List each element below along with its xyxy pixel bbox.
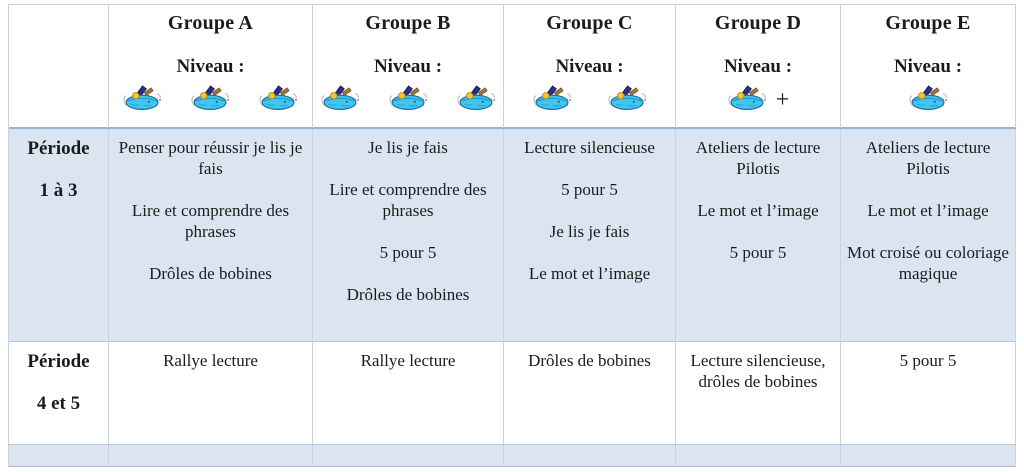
activity-item: Drôles de bobines — [149, 264, 272, 283]
niveau-label: Niveau : — [555, 56, 624, 77]
activity-item: Lecture silencieuse, drôles de bobines — [690, 351, 826, 391]
period-1-3-cell: Période 1 à 3 — [9, 129, 109, 342]
footer-band-cell — [9, 445, 109, 467]
pencil-case-boat-icon — [320, 85, 360, 110]
activities-cell-a-p45: Rallye lecture — [109, 342, 313, 445]
footer-band-cell — [676, 445, 841, 467]
activities-cell-b-p13: Je lis je fais Lire et comprendre des ph… — [313, 129, 504, 342]
level-icons — [313, 84, 503, 111]
niveau-label: Niveau : — [893, 56, 963, 77]
activity-item: 5 pour 5 — [561, 180, 618, 199]
activities-cell-e-p13: Ateliers de lecture Pilotis Le mot et l’… — [841, 129, 1016, 342]
pencil-case-boat-icon — [123, 85, 162, 110]
level-icons: + — [676, 84, 840, 113]
activity-item: Lire et comprendre des phrases — [329, 180, 487, 220]
pencil-case-boat-icon — [191, 85, 230, 110]
pencil-case-boat-icon — [456, 85, 496, 110]
activity-item: Mot croisé ou coloriage magique — [847, 243, 1009, 283]
level-icons — [504, 84, 675, 111]
footer-band-cell — [504, 445, 676, 467]
period-range: 4 et 5 — [36, 393, 81, 414]
footer-band-cell — [313, 445, 504, 467]
activity-item: Rallye lecture — [163, 351, 258, 370]
footer-band-cell — [841, 445, 1016, 467]
activity-item: 5 pour 5 — [379, 243, 437, 262]
activity-item: Le mot et l’image — [867, 201, 989, 220]
activity-item: Ateliers de lecture Pilotis — [865, 138, 991, 178]
group-header-d: Groupe D Niveau : + — [676, 5, 841, 129]
group-name: Groupe C — [546, 12, 633, 34]
pencil-case-boat-icon — [259, 85, 298, 110]
group-header-e: Groupe E Niveau : — [841, 5, 1016, 129]
activity-item: Penser pour réussir je lis je fais — [118, 138, 303, 178]
reading-groups-table: Groupe A Niveau : Groupe B Niveau : Grou… — [8, 4, 1016, 467]
pencil-case-boat-icon — [388, 85, 428, 110]
activity-item: 5 pour 5 — [729, 243, 787, 262]
group-header-a: Groupe A Niveau : — [109, 5, 313, 129]
group-name: Groupe A — [167, 12, 254, 34]
activity-item: Rallye lecture — [360, 351, 456, 370]
footer-band-cell — [109, 445, 313, 467]
niveau-label: Niveau : — [176, 56, 245, 77]
corner-cell — [9, 5, 109, 129]
activities-cell-c-p13: Lecture silencieuse 5 pour 5 Je lis je f… — [504, 129, 676, 342]
activity-item: Lire et comprendre des phrases — [131, 201, 290, 241]
activity-item: Drôles de bobines — [346, 285, 470, 304]
level-icons — [109, 84, 312, 111]
activity-item: Le mot et l’image — [528, 264, 651, 283]
group-name: Groupe E — [885, 12, 971, 34]
group-name: Groupe D — [714, 12, 802, 34]
period-label: Période — [27, 138, 90, 159]
group-header-c: Groupe C Niveau : — [504, 5, 676, 129]
activities-cell-d-p13: Ateliers de lecture Pilotis Le mot et l’… — [676, 129, 841, 342]
activity-item: Ateliers de lecture Pilotis — [695, 138, 821, 178]
pencil-case-boat-icon — [908, 85, 948, 110]
plus-sign: + — [775, 87, 790, 113]
activities-cell-d-p45: Lecture silencieuse, drôles de bobines — [676, 342, 841, 445]
level-icons — [841, 84, 1015, 111]
activity-item: Lecture silencieuse — [524, 138, 655, 157]
activities-cell-b-p45: Rallye lecture — [313, 342, 504, 445]
activities-cell-c-p45: Drôles de bobines — [504, 342, 676, 445]
period-range: 1 à 3 — [39, 180, 78, 201]
niveau-label: Niveau : — [373, 56, 443, 77]
group-name: Groupe B — [365, 12, 451, 34]
pencil-case-boat-icon — [728, 85, 767, 110]
activity-item: Drôles de bobines — [528, 351, 651, 370]
niveau-label: Niveau : — [723, 56, 793, 77]
activity-item: 5 pour 5 — [899, 351, 957, 370]
period-4-5-cell: Période 4 et 5 — [9, 342, 109, 445]
group-header-b: Groupe B Niveau : — [313, 5, 504, 129]
activity-item: Je lis je fais — [368, 138, 448, 157]
period-label: Période — [27, 351, 90, 372]
pencil-case-boat-icon — [607, 85, 647, 110]
activities-cell-e-p45: 5 pour 5 — [841, 342, 1016, 445]
pencil-case-boat-icon — [532, 85, 572, 110]
activities-cell-a-p13: Penser pour réussir je lis je fais Lire … — [109, 129, 313, 342]
activity-item: Le mot et l’image — [697, 201, 819, 220]
activity-item: Je lis je fais — [549, 222, 630, 241]
